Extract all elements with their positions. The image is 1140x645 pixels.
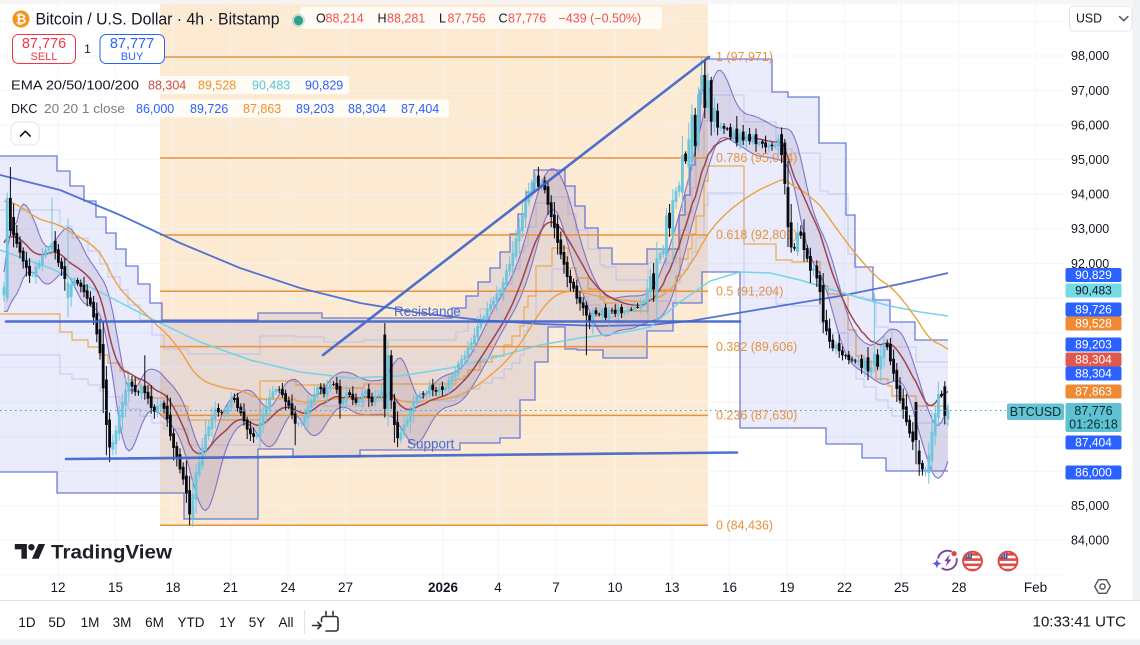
svg-text:16: 16 (722, 580, 737, 595)
svg-text:L: L (439, 12, 446, 26)
svg-text:12: 12 (50, 580, 65, 595)
svg-text:90,483: 90,483 (1075, 284, 1112, 298)
svg-text:7: 7 (552, 580, 560, 595)
svg-text:87,404: 87,404 (401, 102, 439, 116)
svg-text:C: C (499, 12, 508, 26)
svg-text:0.5 (91,204): 0.5 (91,204) (716, 285, 783, 299)
svg-text:0.618 (92,801): 0.618 (92,801) (716, 228, 797, 242)
svg-text:YTD: YTD (178, 615, 205, 630)
svg-text:87,776: 87,776 (22, 36, 66, 52)
svg-text:88,304: 88,304 (348, 102, 386, 116)
svg-text:6M: 6M (145, 615, 164, 630)
svg-text:24: 24 (280, 580, 296, 595)
svg-text:1M: 1M (81, 615, 100, 630)
svg-text:84,000: 84,000 (1071, 534, 1109, 548)
svg-text:87,777: 87,777 (110, 36, 154, 52)
svg-text:93,000: 93,000 (1071, 222, 1109, 236)
svg-text:98,000: 98,000 (1071, 49, 1109, 63)
svg-text:01:26:18: 01:26:18 (1069, 417, 1118, 431)
svg-text:TradingView: TradingView (51, 542, 173, 564)
svg-text:90,483: 90,483 (252, 79, 290, 93)
svg-text:Resistance: Resistance (394, 304, 461, 319)
svg-text:87,776: 87,776 (508, 12, 546, 26)
svg-text:21: 21 (223, 580, 238, 595)
svg-text:Support: Support (407, 437, 455, 452)
svg-text:1: 1 (84, 42, 91, 56)
svg-text:USD: USD (1076, 12, 1102, 26)
svg-text:95,000: 95,000 (1071, 153, 1109, 167)
svg-text:15: 15 (108, 580, 123, 595)
svg-text:5D: 5D (48, 615, 66, 630)
svg-text:88,304: 88,304 (1075, 367, 1112, 381)
svg-text:EMA 20/50/100/200: EMA 20/50/100/200 (11, 79, 139, 93)
svg-text:87,404: 87,404 (1075, 436, 1112, 450)
svg-text:27: 27 (338, 580, 353, 595)
svg-text:90,829: 90,829 (1075, 268, 1112, 282)
svg-text:0.382 (89,606): 0.382 (89,606) (716, 340, 797, 354)
svg-text:H: H (378, 12, 387, 26)
svg-text:1Y: 1Y (219, 615, 236, 630)
svg-text:89,726: 89,726 (190, 102, 228, 116)
svg-text:89,203: 89,203 (296, 102, 334, 116)
svg-text:90,829: 90,829 (305, 79, 343, 93)
svg-text:BTCUSD: BTCUSD (1010, 405, 1061, 419)
svg-text:18: 18 (165, 580, 180, 595)
svg-text:88,214: 88,214 (326, 12, 364, 26)
svg-text:3M: 3M (113, 615, 132, 630)
svg-text:₿: ₿ (16, 12, 27, 27)
svg-text:1 (97,971): 1 (97,971) (716, 50, 773, 64)
svg-text:4: 4 (494, 580, 502, 595)
svg-text:87,863: 87,863 (243, 102, 281, 116)
svg-text:Feb: Feb (1024, 580, 1047, 595)
svg-text:89,528: 89,528 (1075, 317, 1112, 331)
svg-text:SELL: SELL (31, 51, 58, 63)
svg-text:10:33:41 UTC: 10:33:41 UTC (1033, 614, 1127, 631)
svg-text:89,726: 89,726 (1075, 303, 1112, 317)
svg-text:25: 25 (894, 580, 909, 595)
svg-text:O: O (316, 12, 326, 26)
svg-text:86,000: 86,000 (1075, 466, 1112, 480)
svg-text:97,000: 97,000 (1071, 84, 1109, 98)
svg-text:20 20 1 close: 20 20 1 close (44, 102, 125, 116)
svg-text:28: 28 (951, 580, 966, 595)
svg-text:88,281: 88,281 (387, 12, 425, 26)
svg-text:0.236 (87,630): 0.236 (87,630) (716, 409, 797, 423)
svg-text:22: 22 (837, 580, 852, 595)
svg-text:DKC: DKC (11, 102, 37, 116)
svg-text:87,776: 87,776 (1074, 404, 1112, 418)
svg-text:89,203: 89,203 (1075, 338, 1112, 352)
svg-text:85,000: 85,000 (1071, 499, 1109, 513)
svg-text:0 (84,436): 0 (84,436) (716, 519, 773, 533)
svg-text:86,000: 86,000 (136, 102, 174, 116)
svg-text:87,863: 87,863 (1075, 385, 1112, 399)
svg-text:All: All (278, 615, 293, 630)
svg-text:BUY: BUY (121, 51, 144, 63)
svg-text:88,304: 88,304 (1075, 353, 1112, 367)
svg-text:1D: 1D (18, 615, 36, 630)
svg-text:88,304: 88,304 (148, 79, 186, 93)
svg-text:5Y: 5Y (249, 615, 266, 630)
svg-text:89,528: 89,528 (198, 79, 236, 93)
svg-text:19: 19 (779, 580, 794, 595)
svg-text:94,000: 94,000 (1071, 188, 1109, 202)
svg-text:13: 13 (664, 580, 679, 595)
svg-text:0.786 (95,074): 0.786 (95,074) (716, 151, 797, 165)
svg-text:92,000: 92,000 (1071, 257, 1109, 271)
svg-text:2026: 2026 (428, 580, 459, 595)
svg-text:96,000: 96,000 (1071, 118, 1109, 132)
svg-text:−439 (−0.50%): −439 (−0.50%) (559, 12, 642, 26)
svg-text:10: 10 (607, 580, 622, 595)
svg-text:87,756: 87,756 (448, 12, 486, 26)
svg-text:Bitcoin / U.S. Dollar · 4h · B: Bitcoin / U.S. Dollar · 4h · Bitstamp (36, 10, 280, 29)
